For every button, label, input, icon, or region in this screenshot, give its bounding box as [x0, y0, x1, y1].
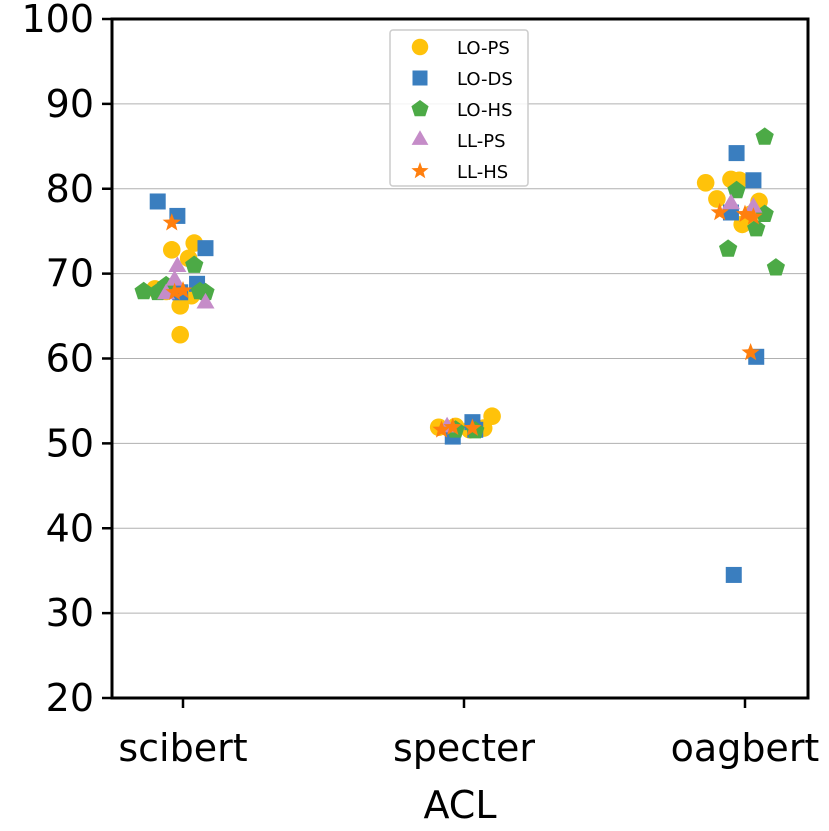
data-point-ll-hs — [744, 207, 763, 225]
y-tick-label: 20 — [46, 676, 94, 720]
data-point-lo-hs — [747, 219, 766, 237]
data-point-ll-ps — [744, 197, 763, 213]
legend: LO-PS LO-DS LO-HS LL-PS LL-HS — [389, 29, 529, 187]
y-tick-label: 70 — [46, 252, 94, 296]
data-point-lo-ps — [171, 297, 189, 315]
data-point-lo-ps — [708, 190, 726, 208]
legend-marker-ll-ps — [411, 130, 429, 145]
data-point-lo-ps — [162, 241, 181, 259]
y-tick-label: 80 — [46, 167, 94, 211]
data-point-ll-ps — [196, 292, 215, 309]
data-point-ll-hs — [162, 213, 181, 231]
legend-label: LO-HS — [457, 100, 513, 121]
x-tick-label: specter — [393, 726, 535, 770]
data-point-lo-ps — [483, 407, 501, 426]
data-point-ll-hs — [173, 281, 193, 299]
data-point-ll-hs — [735, 204, 755, 222]
data-point-lo-ps — [171, 325, 189, 344]
data-point-lo-ps — [696, 174, 715, 192]
x-axis-label: ACL — [423, 783, 496, 827]
data-point-lo-ds — [728, 145, 745, 162]
legend-marker-ll-hs — [411, 162, 429, 179]
data-point-ll-hs — [463, 418, 482, 436]
y-tick-label: 90 — [46, 82, 94, 126]
legend-marker-lo-ds — [412, 70, 428, 86]
x-tick-label: oagbert — [671, 726, 820, 770]
data-point-lo-hs — [766, 258, 785, 276]
data-point-lo-hs — [755, 127, 774, 145]
legend-marker-lo-ps — [411, 38, 429, 56]
data-point-lo-hs — [185, 255, 204, 273]
data-point-ll-hs — [165, 282, 184, 301]
legend-label: LL-HS — [457, 162, 508, 183]
data-point-lo-ds — [725, 566, 742, 583]
data-point-ll-hs — [741, 343, 760, 361]
data-point-lo-hs — [719, 239, 738, 257]
legend-marker-lo-hs — [411, 100, 429, 117]
data-point-ll-ps — [168, 256, 187, 272]
y-tick-label: 50 — [46, 421, 94, 465]
legend-label: LO-PS — [457, 38, 510, 59]
data-points — [134, 127, 785, 583]
legend-box — [389, 29, 529, 187]
x-tick-label: scibert — [118, 726, 247, 770]
data-point-lo-hs — [134, 281, 153, 300]
data-point-ll-ps — [165, 270, 184, 286]
data-point-ll-hs — [710, 202, 729, 221]
axis-ticks: 20 30 40 50 60 70 80 90 100 scibert specter oagbert — [21, 0, 819, 770]
y-tick-label: 60 — [46, 337, 94, 381]
data-point-lo-ds — [745, 172, 762, 189]
data-point-lo-ds — [197, 240, 214, 257]
data-point-ll-hs — [443, 417, 462, 435]
y-tick-label: 40 — [46, 506, 94, 550]
y-tick-label: 100 — [21, 0, 94, 41]
y-tick-label: 30 — [46, 591, 94, 635]
data-point-ll-hs — [432, 420, 451, 438]
legend-label: LL-PS — [457, 131, 506, 152]
data-point-ll-ps — [721, 193, 740, 210]
data-point-lo-ds — [149, 193, 166, 210]
data-point-lo-hs — [727, 180, 746, 199]
legend-label: LO-DS — [457, 69, 513, 90]
data-point-lo-hs — [196, 282, 215, 301]
